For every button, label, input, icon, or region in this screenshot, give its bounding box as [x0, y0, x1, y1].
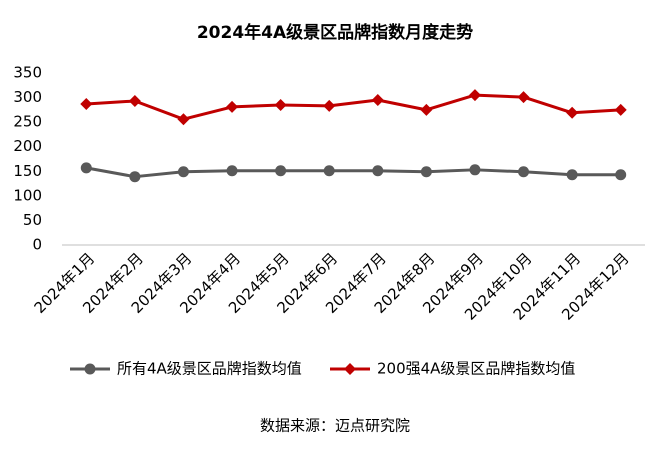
y-tick-label: 350	[13, 64, 42, 82]
data-point	[226, 165, 238, 177]
data-point	[468, 89, 481, 102]
series-line	[86, 166, 621, 179]
y-tick-label: 200	[13, 137, 42, 155]
data-point	[80, 97, 93, 110]
y-tick-label: 50	[23, 211, 42, 229]
data-point	[177, 113, 190, 126]
data-point	[420, 103, 433, 116]
data-point	[128, 95, 141, 108]
y-tick-label: 300	[13, 88, 42, 106]
y-tick-label: 0	[32, 236, 42, 254]
data-point	[274, 98, 287, 111]
chart-title: 2024年4A级景区品牌指数月度走势	[197, 22, 473, 43]
legend-marker	[344, 363, 356, 375]
legend-label: 所有4A级景区品牌指数均值	[117, 360, 302, 378]
legend-label: 200强4A级景区品牌指数均值	[377, 360, 575, 378]
data-point	[566, 106, 579, 119]
data-point	[226, 100, 239, 113]
data-point	[615, 169, 627, 181]
series-line	[86, 93, 621, 121]
source-note: 数据来源：迈点研究院	[260, 417, 410, 435]
data-point	[129, 171, 141, 183]
y-tick-label: 100	[13, 186, 42, 204]
data-point	[323, 99, 336, 112]
data-point	[323, 165, 335, 177]
data-point	[566, 169, 578, 181]
data-point	[80, 162, 92, 174]
data-point	[372, 165, 384, 177]
data-point	[469, 164, 481, 176]
data-point	[518, 166, 530, 178]
data-point	[517, 91, 530, 104]
data-point	[614, 103, 627, 116]
y-tick-label: 150	[13, 162, 42, 180]
y-tick-label: 250	[13, 113, 42, 131]
data-point	[420, 166, 432, 178]
data-point	[177, 166, 189, 178]
legend-marker	[84, 363, 96, 375]
data-point	[371, 94, 384, 107]
data-point	[275, 165, 287, 177]
